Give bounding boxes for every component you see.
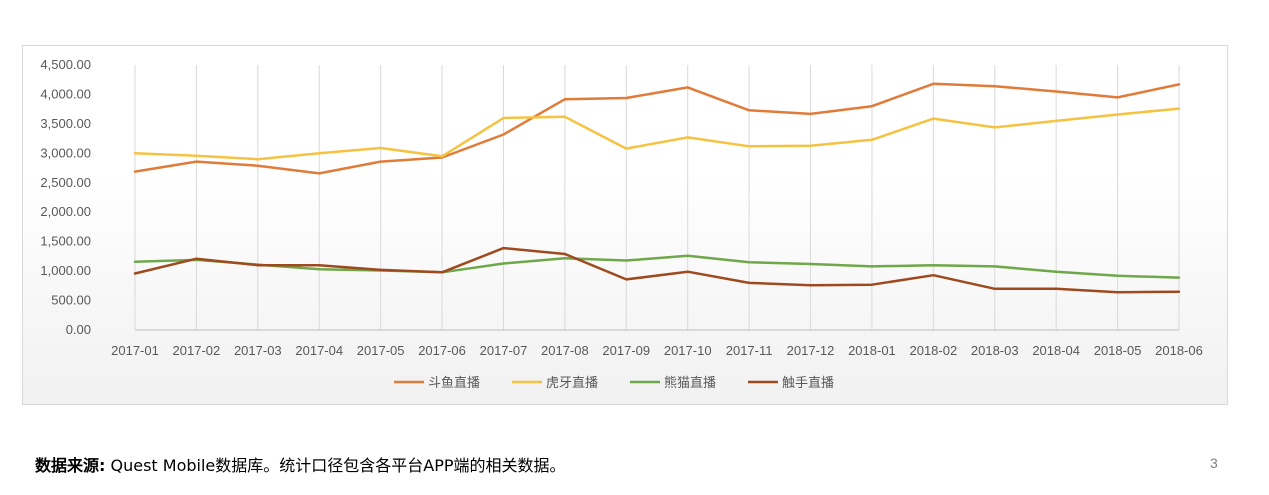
y-tick-label: 0.00	[66, 322, 91, 337]
legend-item-1: 虎牙直播	[512, 376, 598, 391]
source-text: Quest Mobile数据库。统计口径包含各平台APP端的相关数据。	[105, 456, 566, 475]
x-tick-label: 2017-07	[480, 343, 528, 358]
y-tick-label: 1,000.00	[40, 263, 91, 278]
series-line-0	[133, 82, 1181, 175]
legend-label: 触手直播	[782, 376, 834, 391]
y-tick-label: 4,000.00	[40, 86, 91, 101]
legend-item-0: 斗鱼直播	[394, 375, 480, 391]
series-layer	[133, 82, 1181, 294]
axis-layer: 0.00 500.00 1,000.00 1,500.00 2,000.00 2,500.…	[40, 57, 1202, 358]
legend-item-2: 熊猫直播	[630, 375, 716, 391]
series-line-1	[133, 107, 1181, 161]
y-tick-label: 2,500.00	[40, 175, 91, 190]
y-tick-label: 2,000.00	[40, 204, 91, 219]
x-tick-label: 2017-03	[234, 343, 282, 358]
x-tick-label: 2017-06	[418, 343, 466, 358]
x-tick-label: 2017-10	[664, 343, 712, 358]
x-tick-label: 2017-01	[111, 343, 159, 358]
y-tick-label: 4,500.00	[40, 57, 91, 72]
y-tick-label: 500.00	[51, 293, 91, 308]
x-tick-label: 2017-09	[602, 343, 650, 358]
source-label: 数据来源:	[35, 456, 106, 475]
y-tick-label: 3,500.00	[40, 116, 91, 131]
chart-frame: 0.00 500.00 1,000.00 1,500.00 2,000.00 2,500.…	[22, 45, 1228, 405]
legend: 斗鱼直播 虎牙直播 熊猫直播 触手直播	[394, 375, 834, 391]
x-tick-label: 2018-03	[971, 343, 1019, 358]
y-tick-label: 1,500.00	[40, 234, 91, 249]
legend-label: 熊猫直播	[664, 375, 716, 391]
x-tick-label: 2018-01	[848, 343, 896, 358]
x-tick-label: 2017-02	[173, 343, 221, 358]
x-tick-label: 2017-08	[541, 343, 589, 358]
x-tick-label: 2018-05	[1094, 343, 1142, 358]
line-chart: 0.00 500.00 1,000.00 1,500.00 2,000.00 2,500.…	[40, 57, 1202, 391]
series-line-2	[133, 254, 1181, 279]
x-tick-label: 2017-12	[787, 343, 835, 358]
legend-label: 斗鱼直播	[428, 375, 480, 391]
series-line-3	[133, 246, 1181, 294]
legend-label: 虎牙直播	[546, 376, 598, 391]
grid-layer	[134, 65, 1180, 330]
x-tick-label: 2018-06	[1155, 343, 1203, 358]
x-tick-label: 2017-05	[357, 343, 405, 358]
x-tick-label: 2017-04	[295, 343, 343, 358]
page-number: 3	[1210, 455, 1218, 471]
x-tick-label: 2017-11	[726, 343, 773, 358]
x-tick-label: 2018-04	[1032, 343, 1080, 358]
y-tick-label: 3,000.00	[40, 145, 91, 160]
legend-item-3: 触手直播	[748, 376, 834, 391]
source-note: 数据来源: Quest Mobile数据库。统计口径包含各平台APP端的相关数据…	[35, 452, 566, 476]
x-tick-label: 2018-02	[909, 343, 957, 358]
